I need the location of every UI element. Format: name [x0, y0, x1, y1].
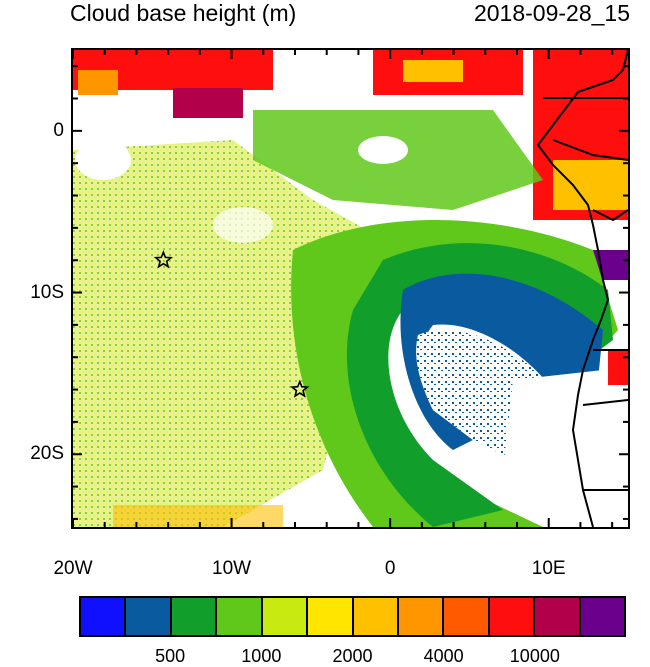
colorbar-swatch	[81, 598, 127, 635]
cloud-patch	[553, 160, 628, 210]
map-title: Cloud base height (m)	[70, 0, 297, 26]
lat-tick-label: 20S	[30, 443, 64, 465]
africa-coastline	[536, 50, 628, 527]
axis-ticks	[73, 50, 628, 527]
colorbar-swatch	[171, 598, 218, 635]
colorbar-swatch	[580, 598, 625, 635]
colorbar-label: 10000	[509, 646, 560, 666]
colorbar-swatch	[308, 598, 354, 635]
colorbar-label: 1000	[241, 646, 282, 666]
colorbar-swatch	[398, 598, 445, 635]
lat-tick-label: 0	[53, 119, 64, 141]
cloud-patch	[608, 350, 628, 385]
cloud-patch	[400, 273, 603, 450]
lon-tick-label: 0	[384, 558, 396, 579]
cloud-patch	[213, 207, 273, 243]
lon-tick-label: 10E	[531, 558, 566, 579]
africa-border	[552, 139, 628, 161]
colorbar-swatch	[489, 598, 536, 635]
cloud-patch	[403, 60, 463, 82]
colorbar-label: 500	[155, 646, 186, 666]
star-marker-south	[290, 379, 310, 398]
coastline	[536, 50, 628, 527]
colorbar-swatch	[444, 598, 490, 635]
colorbar-swatch	[126, 598, 172, 635]
cloud-base-map	[73, 50, 628, 527]
colorbar-swatch	[535, 598, 581, 635]
cloud-patch	[358, 136, 408, 164]
colorbar-swatch	[353, 598, 399, 635]
cloud-patch	[113, 505, 283, 527]
lon-tick-label: 20W	[53, 558, 93, 579]
colorbar-label: 4000	[423, 646, 464, 666]
lon-tick-label: 10W	[212, 558, 252, 579]
markers	[153, 250, 310, 398]
star-marker-north	[153, 250, 174, 269]
cloud-field	[73, 50, 628, 527]
cloud-patch	[78, 70, 118, 95]
colorbar-swatch	[262, 598, 309, 635]
map-panel	[71, 48, 630, 529]
cloud-patch	[173, 88, 243, 118]
cloud-patch	[75, 140, 131, 180]
africa-border	[582, 399, 628, 406]
cloud-patch	[193, 120, 253, 140]
africa-border	[592, 209, 628, 222]
lat-tick-label: 10S	[30, 281, 64, 303]
colorbar-swatch	[217, 598, 263, 635]
colorbar	[79, 596, 626, 637]
map-timestamp: 2018-09-28_15	[473, 0, 630, 26]
colorbar-label: 2000	[332, 646, 373, 666]
